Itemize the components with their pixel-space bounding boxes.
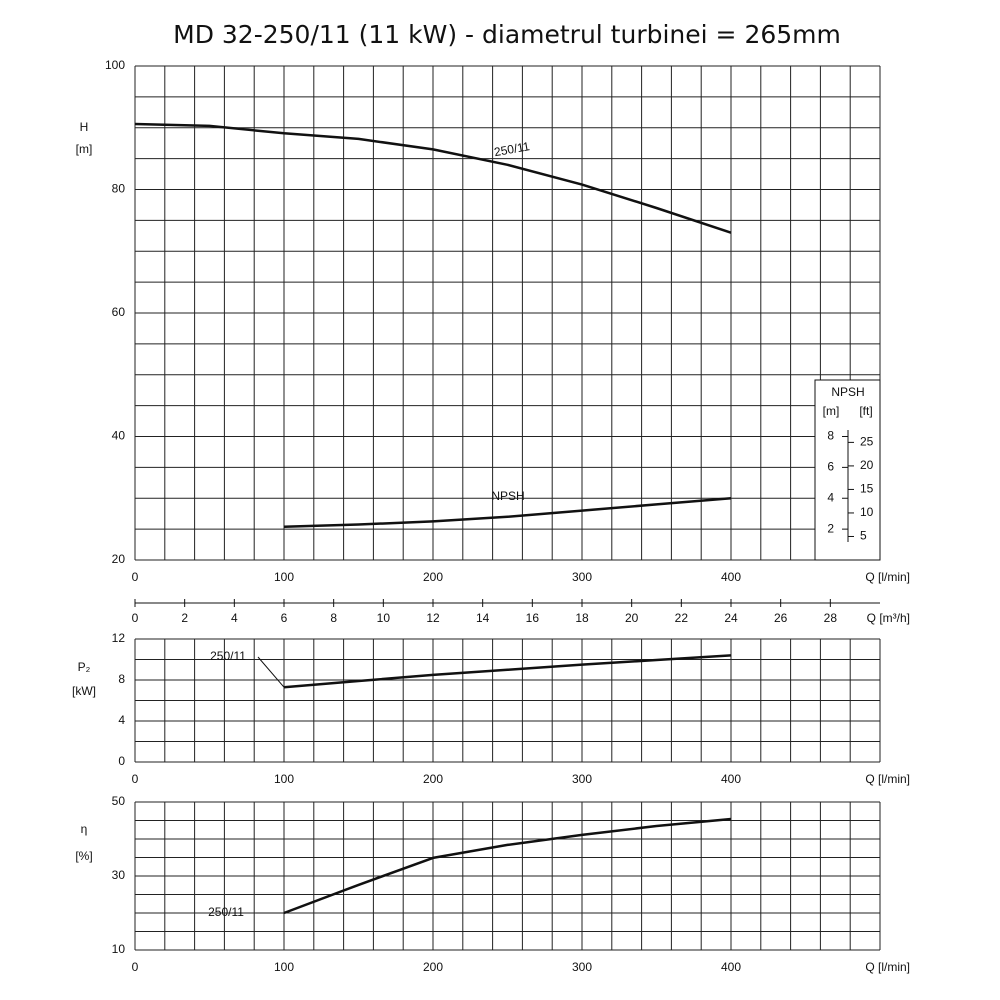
y-tick-label: 30 <box>112 868 126 882</box>
leader-line <box>257 656 285 688</box>
npsh-title: NPSH <box>831 385 864 399</box>
x2-axis-label: Q [m³/h] <box>867 611 910 625</box>
y2-tick-label: 6 <box>827 460 834 474</box>
x2-tick-label: 6 <box>281 611 288 625</box>
x-tick-label: 100 <box>274 772 294 786</box>
x-tick-label: 0 <box>132 772 139 786</box>
y3-tick-label: 15 <box>860 482 874 496</box>
y2-tick-label: 4 <box>827 490 834 504</box>
x-axis-label: Q [l/min] <box>865 570 910 584</box>
y-axis-label: H <box>80 120 89 134</box>
npsh-unit-ft: [ft] <box>859 404 872 418</box>
curve <box>134 122 732 234</box>
curve-label: 250/11 <box>208 905 244 919</box>
y3-tick-label: 10 <box>860 505 874 519</box>
curve-label: 250/11 <box>493 139 531 159</box>
y-tick-label: 100 <box>105 58 125 72</box>
y-tick-label: 4 <box>118 713 125 727</box>
x2-tick-label: 22 <box>675 611 689 625</box>
y2-tick-label: 2 <box>827 521 834 535</box>
x2-tick-label: 2 <box>181 611 188 625</box>
npsh-unit-m: [m] <box>823 404 840 418</box>
x2-tick-label: 20 <box>625 611 639 625</box>
x2-tick-label: 12 <box>426 611 440 625</box>
y-axis-unit: [m] <box>76 142 93 156</box>
curve-label: 250/11 <box>210 649 246 663</box>
x2-tick-label: 26 <box>774 611 788 625</box>
x2-tick-label: 0 <box>132 611 139 625</box>
x2-tick-label: 14 <box>476 611 490 625</box>
x-axis-label: Q [l/min] <box>865 960 910 974</box>
y-tick-label: 10 <box>112 942 126 956</box>
y-axis-label: η <box>81 822 88 836</box>
y-axis-unit: [%] <box>75 849 92 863</box>
curve <box>283 497 732 529</box>
curve <box>283 817 732 915</box>
x2-tick-label: 8 <box>330 611 337 625</box>
curve-label: NPSH <box>491 489 524 503</box>
x-tick-label: 0 <box>132 570 139 584</box>
x-tick-label: 0 <box>132 960 139 974</box>
y-tick-label: 0 <box>118 754 125 768</box>
y-axis-label: P₂ <box>78 660 91 674</box>
x-tick-label: 300 <box>572 570 592 584</box>
x-tick-label: 200 <box>423 570 443 584</box>
x-tick-label: 300 <box>572 960 592 974</box>
x2-tick-label: 24 <box>724 611 738 625</box>
y-tick-label: 60 <box>112 305 126 319</box>
x2-tick-label: 4 <box>231 611 238 625</box>
x-tick-label: 200 <box>423 772 443 786</box>
y-tick-label: 80 <box>112 182 126 196</box>
x-tick-label: 200 <box>423 960 443 974</box>
x2-tick-label: 10 <box>377 611 391 625</box>
x-tick-label: 300 <box>572 772 592 786</box>
x-tick-label: 400 <box>721 960 741 974</box>
curve <box>283 654 732 689</box>
y-tick-label: 12 <box>112 631 126 645</box>
x-tick-label: 400 <box>721 772 741 786</box>
y-tick-label: 40 <box>112 429 126 443</box>
x-tick-label: 100 <box>274 570 294 584</box>
y3-tick-label: 5 <box>860 529 867 543</box>
x-tick-label: 400 <box>721 570 741 584</box>
x2-tick-label: 28 <box>824 611 838 625</box>
chart-title: MD 32-250/11 (11 kW) - diametrul turbine… <box>173 20 841 49</box>
x-tick-label: 100 <box>274 960 294 974</box>
x2-tick-label: 16 <box>526 611 540 625</box>
y2-tick-label: 8 <box>827 429 834 443</box>
y-axis-unit: [kW] <box>72 684 96 698</box>
x2-tick-label: 18 <box>575 611 589 625</box>
y-tick-label: 8 <box>118 672 125 686</box>
x-axis-label: Q [l/min] <box>865 772 910 786</box>
y-tick-label: 50 <box>112 794 126 808</box>
y-tick-label: 20 <box>112 552 126 566</box>
y3-tick-label: 20 <box>860 458 874 472</box>
y3-tick-label: 25 <box>860 435 874 449</box>
